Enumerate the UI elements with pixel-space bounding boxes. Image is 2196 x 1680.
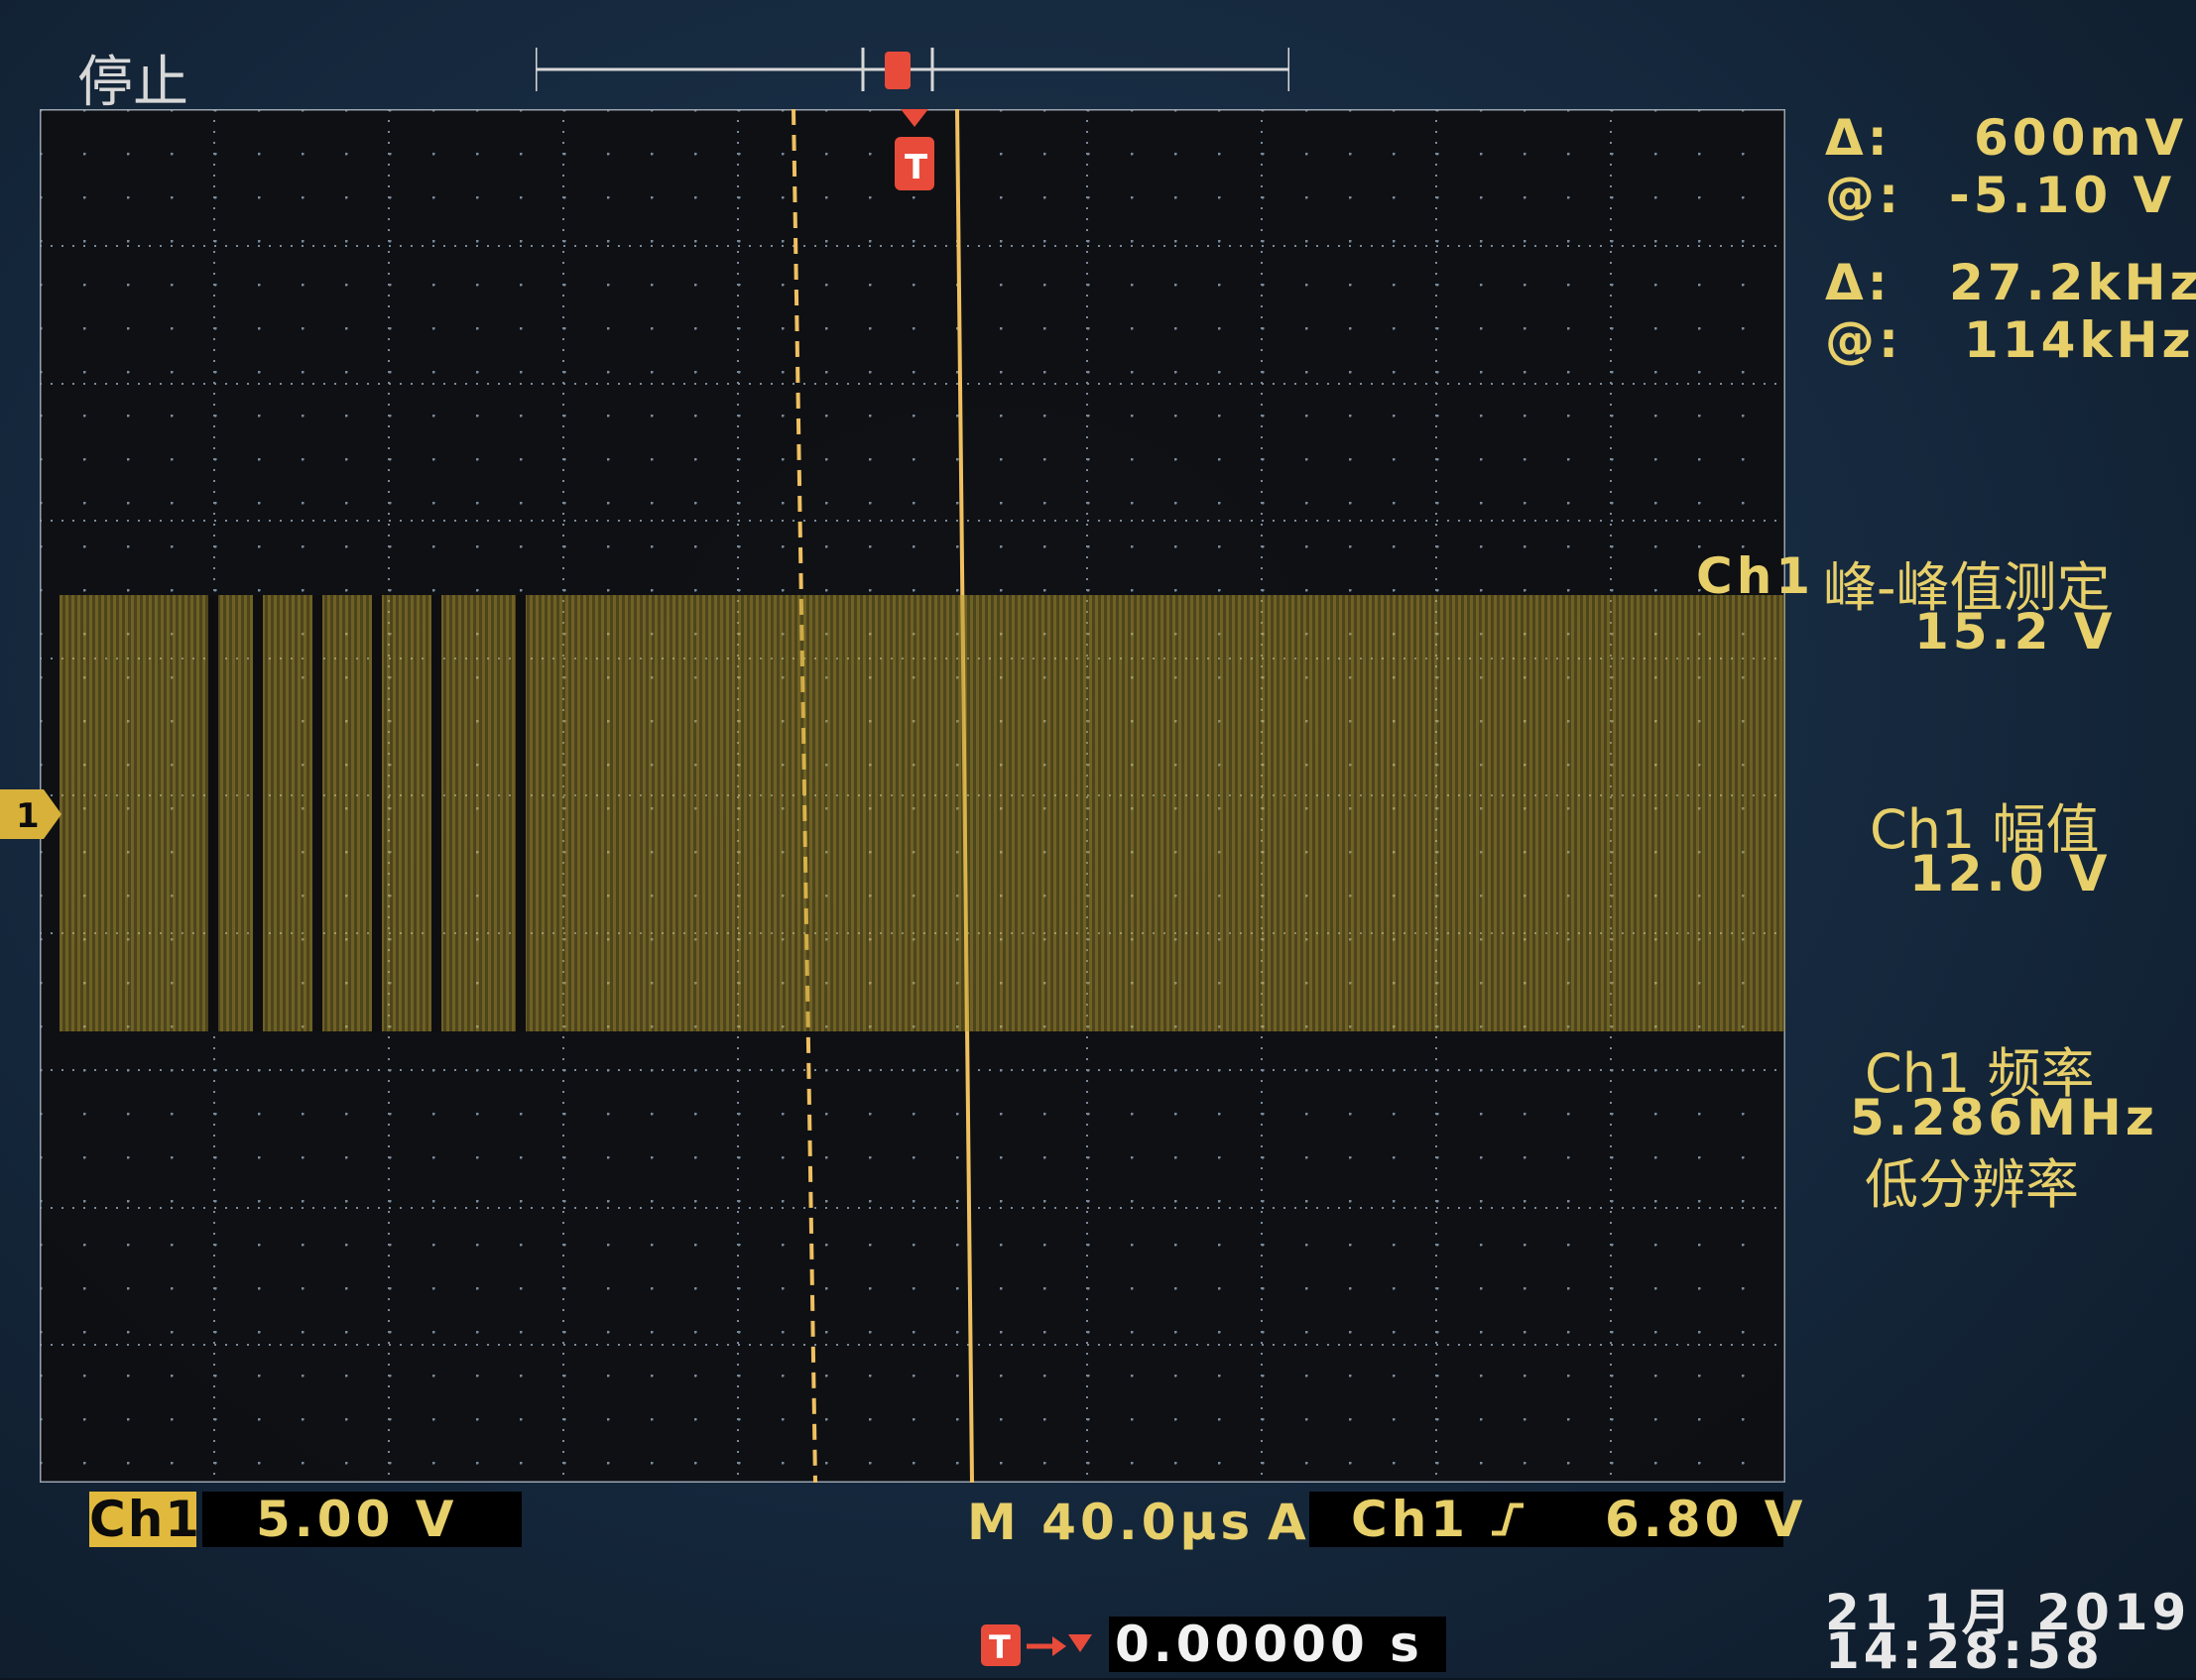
trigger-position-box: 0.00000 s [1109,1617,1446,1672]
measurement-1-name: 峰-峰值测定 [1823,556,2111,619]
voltage-delta-value: 600mV [1974,109,2188,167]
time: 14:28:58 [1825,1622,2104,1680]
measurement-1-value: 15.2 V [1914,603,2117,660]
measurement-1-channel: Ch1 [1696,547,1815,605]
acquisition-status: 停止 [77,51,188,115]
volts-per-div-box: 5.00 V [202,1492,522,1547]
measurement-3-title: Ch1 频率 [1865,1042,2095,1105]
ch1-ground-marker[interactable]: 1 [0,789,61,839]
trigger-position: 0.00000 s [1115,1616,1423,1673]
freq-at-value: 114kHz [1964,311,2195,369]
voltage-at-label: @: [1825,167,1902,224]
channel-tag[interactable]: Ch1 [89,1491,202,1548]
trigger-position-icon: T [981,1624,1092,1666]
rising-edge-icon [1492,1502,1524,1536]
svg-text:1: 1 [16,796,40,836]
svg-text:T: T [989,1628,1011,1666]
date: 21 1月 2019 [1825,1584,2191,1641]
measurement-2-value: 12.0 V [1909,845,2112,902]
cursor-dashed [792,109,817,1483]
trigger-level: 6.80 V [1605,1491,1807,1548]
voltage-at-value: -5.10 V [1949,167,2176,224]
trigger-marker[interactable]: T [891,109,938,198]
timebase: M 40.0µs [967,1494,1255,1551]
voltage-delta-label: Δ: [1825,109,1891,167]
freq-delta-value: 27.2kHz [1949,254,2196,311]
measurement-3-note: 低分辨率 [1865,1153,2079,1216]
trigger-source: Ch1 [1351,1491,1470,1548]
waveform-gaps [208,595,526,1031]
freq-at-label: @: [1825,311,1902,369]
freq-delta-label: Δ: [1825,254,1891,311]
trigger-box: Ch1 6.80 V [1309,1491,1802,1548]
measurement-2-title: Ch1 幅值 [1870,798,2100,861]
svg-text:T: T [905,148,928,187]
trigger-position-bar [536,48,1289,91]
ch1-waveform [60,595,1785,1031]
volts-per-div: 5.00 V [256,1491,458,1548]
trigger-mode: A [1268,1494,1310,1551]
measurement-3-value: 5.286MHz [1850,1089,2158,1146]
